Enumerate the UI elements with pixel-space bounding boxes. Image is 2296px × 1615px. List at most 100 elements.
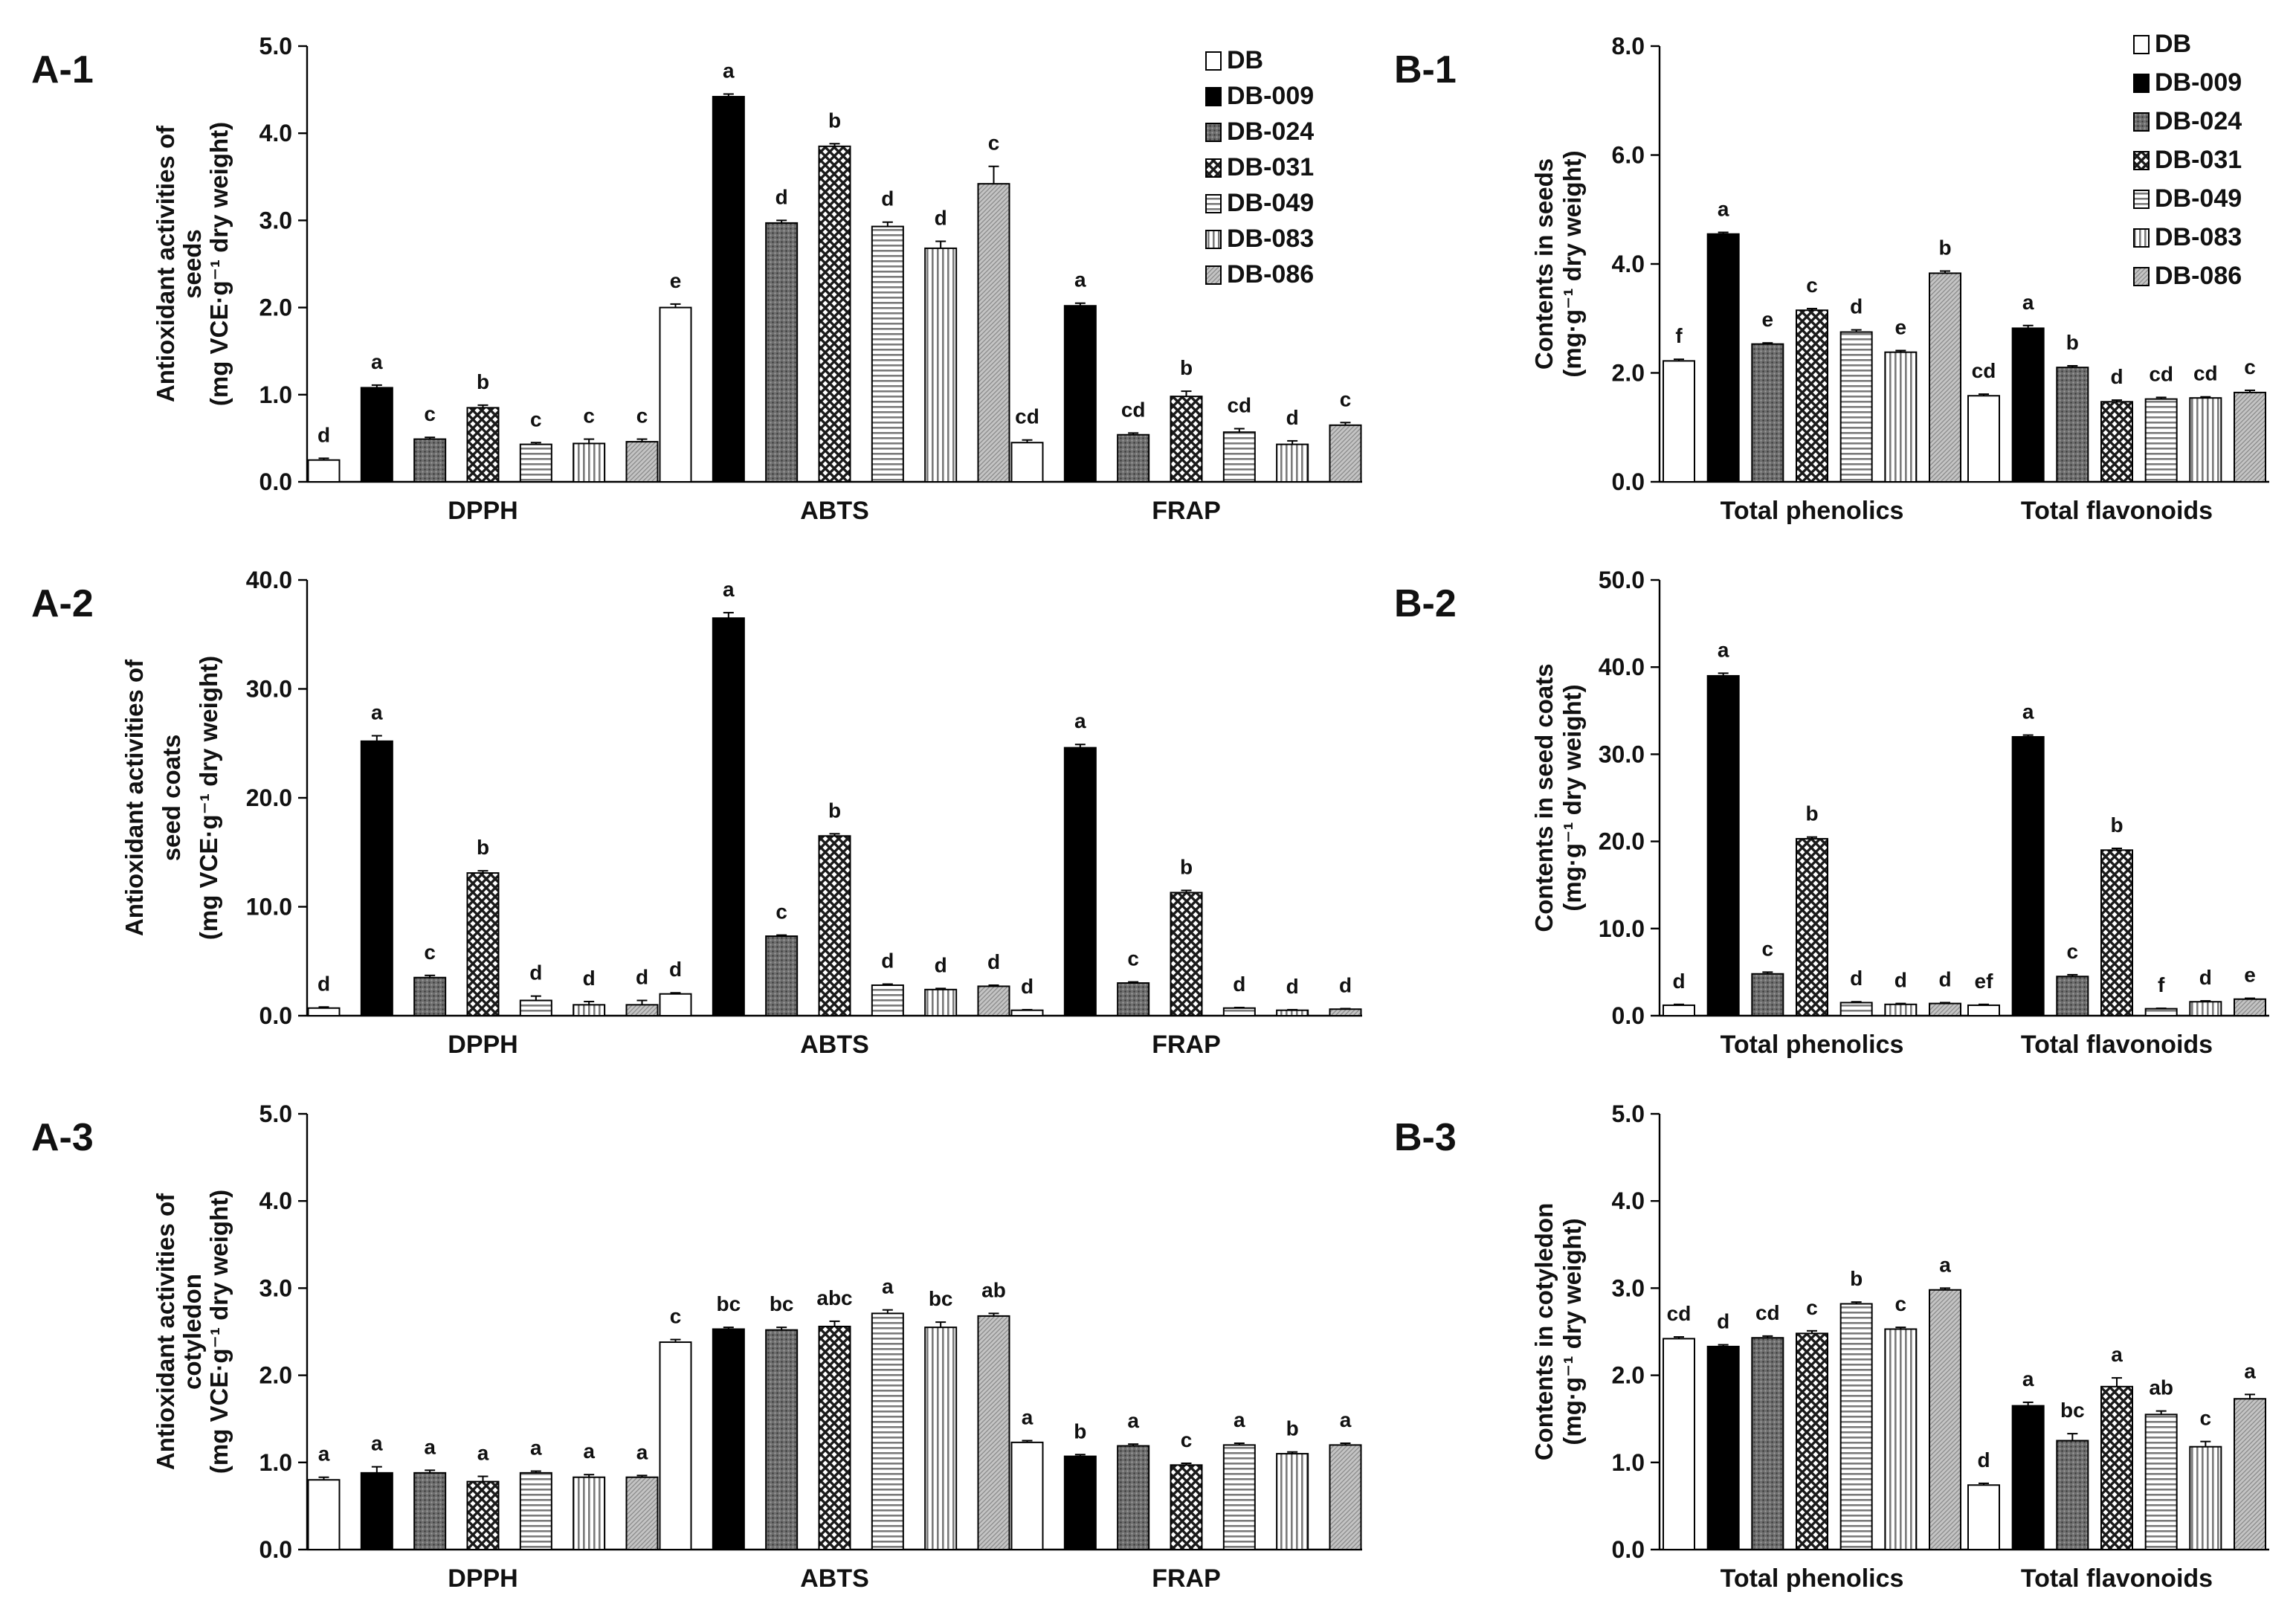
y-tick-label: 4.0 bbox=[259, 120, 292, 146]
significance-letter: cd bbox=[2193, 362, 2218, 385]
x-tick-label: Total phenolics bbox=[1721, 1564, 1904, 1593]
y-axis-label: (mg·g⁻¹ dry weight) bbox=[1558, 1218, 1586, 1445]
x-tick-label: DPPH bbox=[448, 1564, 517, 1593]
bar-db bbox=[659, 306, 692, 483]
y-tick-label: 4.0 bbox=[259, 1187, 292, 1214]
y-tick-label: 0.0 bbox=[1612, 468, 1645, 495]
bar-db-083 bbox=[573, 1476, 606, 1550]
bar-db-024 bbox=[413, 976, 447, 1016]
significance-letter: cd bbox=[1667, 1302, 1692, 1325]
y-tick-label: 40.0 bbox=[1599, 654, 1645, 680]
bar-db-031 bbox=[466, 872, 500, 1016]
bar-db-031 bbox=[818, 145, 851, 483]
legend: DB DB-009 DB-024 DB-031 DB-049 DB-083 DB-086 bbox=[1205, 46, 1314, 288]
significance-letter: b bbox=[828, 799, 841, 822]
bar-db-086 bbox=[625, 441, 659, 483]
legend-label: DB-083 bbox=[2155, 223, 2242, 251]
panel-label: A-2 bbox=[31, 582, 94, 625]
bar-db-031 bbox=[818, 1325, 851, 1551]
legend-label: DB-009 bbox=[1227, 82, 1314, 110]
y-tick-label: 2.0 bbox=[259, 294, 292, 321]
panel-b2: B-2 Contents in seed coats (mg·g⁻¹ dry wei… bbox=[1394, 567, 2269, 1059]
bar-db-009 bbox=[712, 95, 745, 483]
panel-a2: A-2 Antioxidant activities of seed coats (m… bbox=[31, 567, 1362, 1059]
bar-db-009 bbox=[712, 617, 745, 1016]
bar-db-086 bbox=[1329, 1444, 1362, 1550]
x-tick-label: Total flavonoids bbox=[2021, 1031, 2213, 1059]
significance-letter: e bbox=[1895, 315, 1907, 338]
significance-letter: c bbox=[1127, 947, 1139, 970]
y-tick-label: 0.0 bbox=[259, 1536, 292, 1563]
significance-letter: f bbox=[2158, 973, 2165, 996]
significance-letter: c bbox=[1895, 1292, 1907, 1315]
bar-db bbox=[307, 1007, 341, 1016]
y-tick-label: 0.0 bbox=[1612, 1536, 1645, 1563]
bar-db-083 bbox=[2189, 1001, 2222, 1017]
panel-a1: A-1 Antioxidant activities of seeds (mg VCE… bbox=[31, 33, 1362, 525]
significance-letter: d bbox=[636, 965, 648, 988]
panel-b1: B-1 Contents in seeds (mg·g⁻¹ dry weight) 0… bbox=[1394, 30, 2269, 525]
y-axis-label: (mg·g⁻¹ dry weight) bbox=[1558, 684, 1586, 911]
legend-swatch bbox=[2133, 267, 2150, 286]
y-tick-label: 1.0 bbox=[259, 381, 292, 408]
significance-letter: d bbox=[1286, 975, 1299, 998]
bar-db bbox=[1010, 1441, 1044, 1550]
bar-db-024 bbox=[2056, 367, 2089, 483]
significance-letter: c bbox=[1806, 274, 1818, 297]
significance-letter: b bbox=[828, 109, 841, 132]
panel-label: B-3 bbox=[1394, 1116, 1457, 1159]
bar-db-083 bbox=[1276, 1453, 1309, 1550]
significance-letter: c bbox=[1340, 387, 1352, 410]
bar-db bbox=[1967, 1004, 2000, 1017]
significance-letter: d bbox=[1717, 1310, 1729, 1333]
bar-db-031 bbox=[1170, 396, 1203, 483]
panel-label: B-1 bbox=[1394, 48, 1457, 91]
significance-letter: b bbox=[1180, 356, 1193, 379]
significance-letter: c bbox=[775, 900, 787, 923]
significance-letter: a bbox=[477, 1442, 489, 1465]
significance-letter: a bbox=[530, 1437, 542, 1460]
bar-db-049 bbox=[1222, 1444, 1256, 1550]
bar-db-086 bbox=[977, 985, 1010, 1016]
significance-letter: a bbox=[2111, 1343, 2123, 1366]
bar-db-009 bbox=[1706, 1345, 1740, 1550]
bar-db bbox=[1010, 442, 1044, 483]
significance-letter: ab bbox=[981, 1278, 1006, 1301]
significance-letter: d bbox=[1977, 1448, 1990, 1471]
bar-db-009 bbox=[712, 1328, 745, 1550]
legend-swatch bbox=[1205, 51, 1222, 71]
significance-letter: c bbox=[424, 941, 436, 964]
bar-db-083 bbox=[924, 247, 958, 483]
y-tick-label: 3.0 bbox=[259, 1274, 292, 1301]
significance-letter: bc bbox=[716, 1292, 741, 1315]
significance-letter: d bbox=[317, 972, 330, 995]
significance-letter: b bbox=[1938, 236, 1951, 260]
bar-db-009 bbox=[360, 740, 393, 1016]
significance-letter: d bbox=[775, 185, 788, 208]
bar-db-009 bbox=[1706, 233, 1740, 483]
legend-swatch bbox=[1205, 230, 1222, 249]
bar-db-083 bbox=[1884, 1003, 1918, 1017]
y-tick-label: 3.0 bbox=[259, 207, 292, 233]
x-tick-label: FRAP bbox=[1152, 1564, 1221, 1593]
legend-swatch bbox=[1205, 194, 1222, 213]
bar-db-031 bbox=[1170, 892, 1203, 1016]
bar-db-049 bbox=[871, 984, 904, 1016]
legend-label: DB-086 bbox=[2155, 262, 2242, 290]
panel-label: A-3 bbox=[31, 1116, 94, 1159]
significance-letter: d bbox=[1233, 973, 1245, 996]
bar-db-024 bbox=[413, 438, 447, 483]
bar-db-031 bbox=[2100, 1385, 2133, 1551]
significance-letter: cd bbox=[2149, 362, 2173, 385]
bar-db-009 bbox=[360, 1471, 393, 1551]
significance-letter: a bbox=[371, 700, 383, 723]
bar-db-031 bbox=[2100, 401, 2133, 483]
y-tick-label: 2.0 bbox=[259, 1362, 292, 1389]
bar-db-009 bbox=[1063, 747, 1097, 1016]
significance-letter: c bbox=[988, 132, 1000, 155]
significance-letter: d bbox=[935, 207, 947, 230]
bar-db bbox=[1663, 1004, 1695, 1017]
bar-db-083 bbox=[2189, 397, 2222, 483]
significance-letter: a bbox=[636, 1440, 648, 1463]
bar-db-009 bbox=[2011, 735, 2045, 1017]
